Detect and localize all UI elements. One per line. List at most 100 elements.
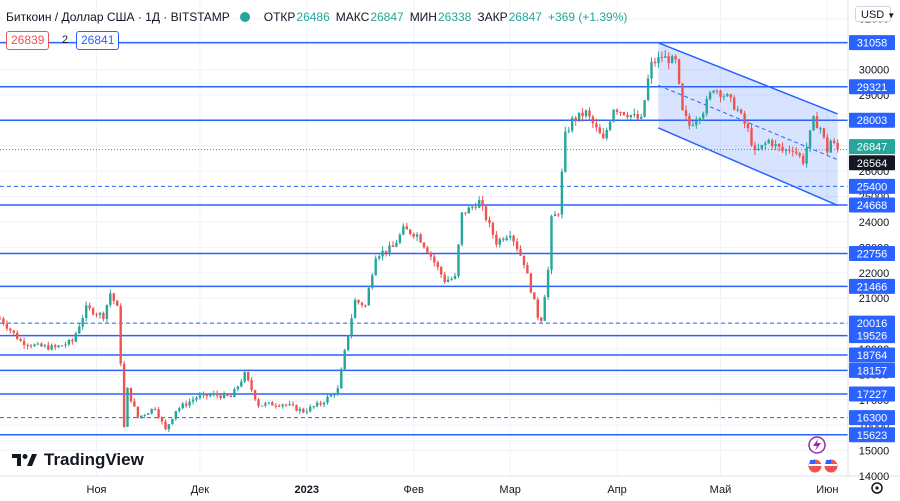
candle-161	[553, 210, 557, 217]
level-price-tag-bg	[849, 386, 895, 402]
symbol-title[interactable]: Биткоин / Доллар США · 1Д · BITSTAMP	[6, 10, 230, 24]
side-icons[interactable]	[807, 436, 839, 474]
candle-129	[443, 271, 446, 284]
candle-91	[312, 405, 315, 410]
y-tick-label: 22000	[859, 268, 890, 280]
candle-201	[691, 120, 695, 127]
candle-body	[584, 110, 588, 117]
last-price-tag: 26847	[857, 142, 888, 154]
candle-body	[319, 402, 322, 405]
candle-113	[388, 241, 391, 257]
candle-body	[805, 147, 808, 164]
candle-23	[78, 323, 81, 334]
currency-select[interactable]: USD ▼	[855, 6, 895, 22]
candle-body	[398, 234, 402, 243]
sell-button[interactable]: 26839	[6, 31, 50, 50]
candle-167	[574, 116, 577, 126]
candle-64	[219, 394, 222, 400]
candle-173	[595, 118, 598, 132]
plot-area-background	[0, 0, 848, 476]
candle-116	[398, 232, 402, 245]
candle-body	[236, 386, 240, 390]
candle-body	[388, 245, 391, 253]
candle-144	[495, 231, 498, 248]
candle-body	[488, 219, 491, 224]
close-label: ЗАКР	[477, 10, 508, 24]
candle-body	[653, 61, 657, 64]
candle-180	[619, 111, 622, 117]
candle-body	[133, 401, 136, 407]
candle-body	[33, 344, 36, 347]
candle-body	[708, 92, 712, 100]
candle-body	[560, 171, 564, 215]
candle-130	[446, 275, 450, 283]
candle-53	[181, 401, 184, 410]
candle-body	[543, 296, 546, 321]
candle-62	[212, 390, 215, 397]
candle-body	[619, 112, 622, 114]
level-price-tag: 25400	[857, 181, 888, 193]
candle-230	[791, 146, 794, 157]
settings-icon[interactable]	[871, 482, 883, 494]
candle-140	[481, 196, 484, 211]
flag-canton-2	[826, 460, 831, 464]
candle-body	[736, 109, 739, 111]
level-price-tag: 21466	[857, 281, 888, 293]
candle-body	[526, 265, 529, 274]
candle-body	[450, 278, 453, 280]
level-price-tag: 28003	[857, 115, 888, 127]
candle-157	[540, 316, 543, 323]
candle-20	[67, 338, 71, 347]
tradingview-logo[interactable]: TradingView	[12, 450, 144, 470]
candle-body	[143, 414, 146, 416]
candle-body	[426, 247, 429, 253]
candle-117	[402, 223, 405, 236]
candle-60	[205, 393, 208, 400]
candle-body	[271, 402, 274, 406]
candle-body	[681, 83, 684, 111]
candle-122	[419, 232, 422, 244]
symbol-header[interactable]: Биткоин / Доллар США · 1Д · BITSTAMP ОТК…	[6, 8, 627, 26]
candle-body	[633, 114, 636, 116]
candle-204	[702, 111, 705, 121]
candle-body	[333, 394, 336, 396]
candle-234	[805, 142, 808, 168]
candle-body	[746, 123, 750, 129]
candle-63	[216, 390, 219, 399]
candle-19	[64, 341, 67, 348]
candle-69	[236, 385, 240, 392]
candle-body	[533, 292, 536, 300]
candle-body	[564, 131, 567, 172]
candle-body	[402, 226, 405, 235]
candle-body	[605, 129, 608, 139]
candle-body	[64, 344, 67, 346]
candle-194	[667, 52, 670, 70]
candle-body	[5, 323, 9, 329]
candle-body	[367, 287, 370, 306]
candle-32	[109, 289, 112, 308]
candle-body	[322, 402, 326, 405]
candle-body	[436, 262, 439, 268]
candle-79	[271, 400, 274, 406]
candle-body	[598, 127, 601, 134]
candle-236	[812, 115, 815, 131]
candle-body	[98, 312, 102, 315]
candle-body	[536, 299, 539, 318]
candle-24	[81, 314, 84, 330]
candle-82	[281, 403, 284, 409]
candle-39	[133, 398, 136, 408]
buy-button[interactable]: 26841	[76, 31, 120, 50]
candle-body	[415, 234, 419, 237]
candle-3	[9, 327, 12, 334]
candle-body	[340, 368, 343, 389]
candle-body	[495, 234, 498, 245]
candle-131	[450, 276, 453, 281]
candle-108	[371, 273, 374, 290]
candle-body	[646, 78, 650, 101]
candle-175	[602, 128, 605, 139]
candle-106	[364, 304, 367, 308]
candle-body	[688, 116, 691, 126]
candle-body	[22, 340, 26, 346]
time-scale-ticks[interactable]: Ноя Дек 2023 Фев Мар Апр Май Июн	[87, 484, 839, 496]
